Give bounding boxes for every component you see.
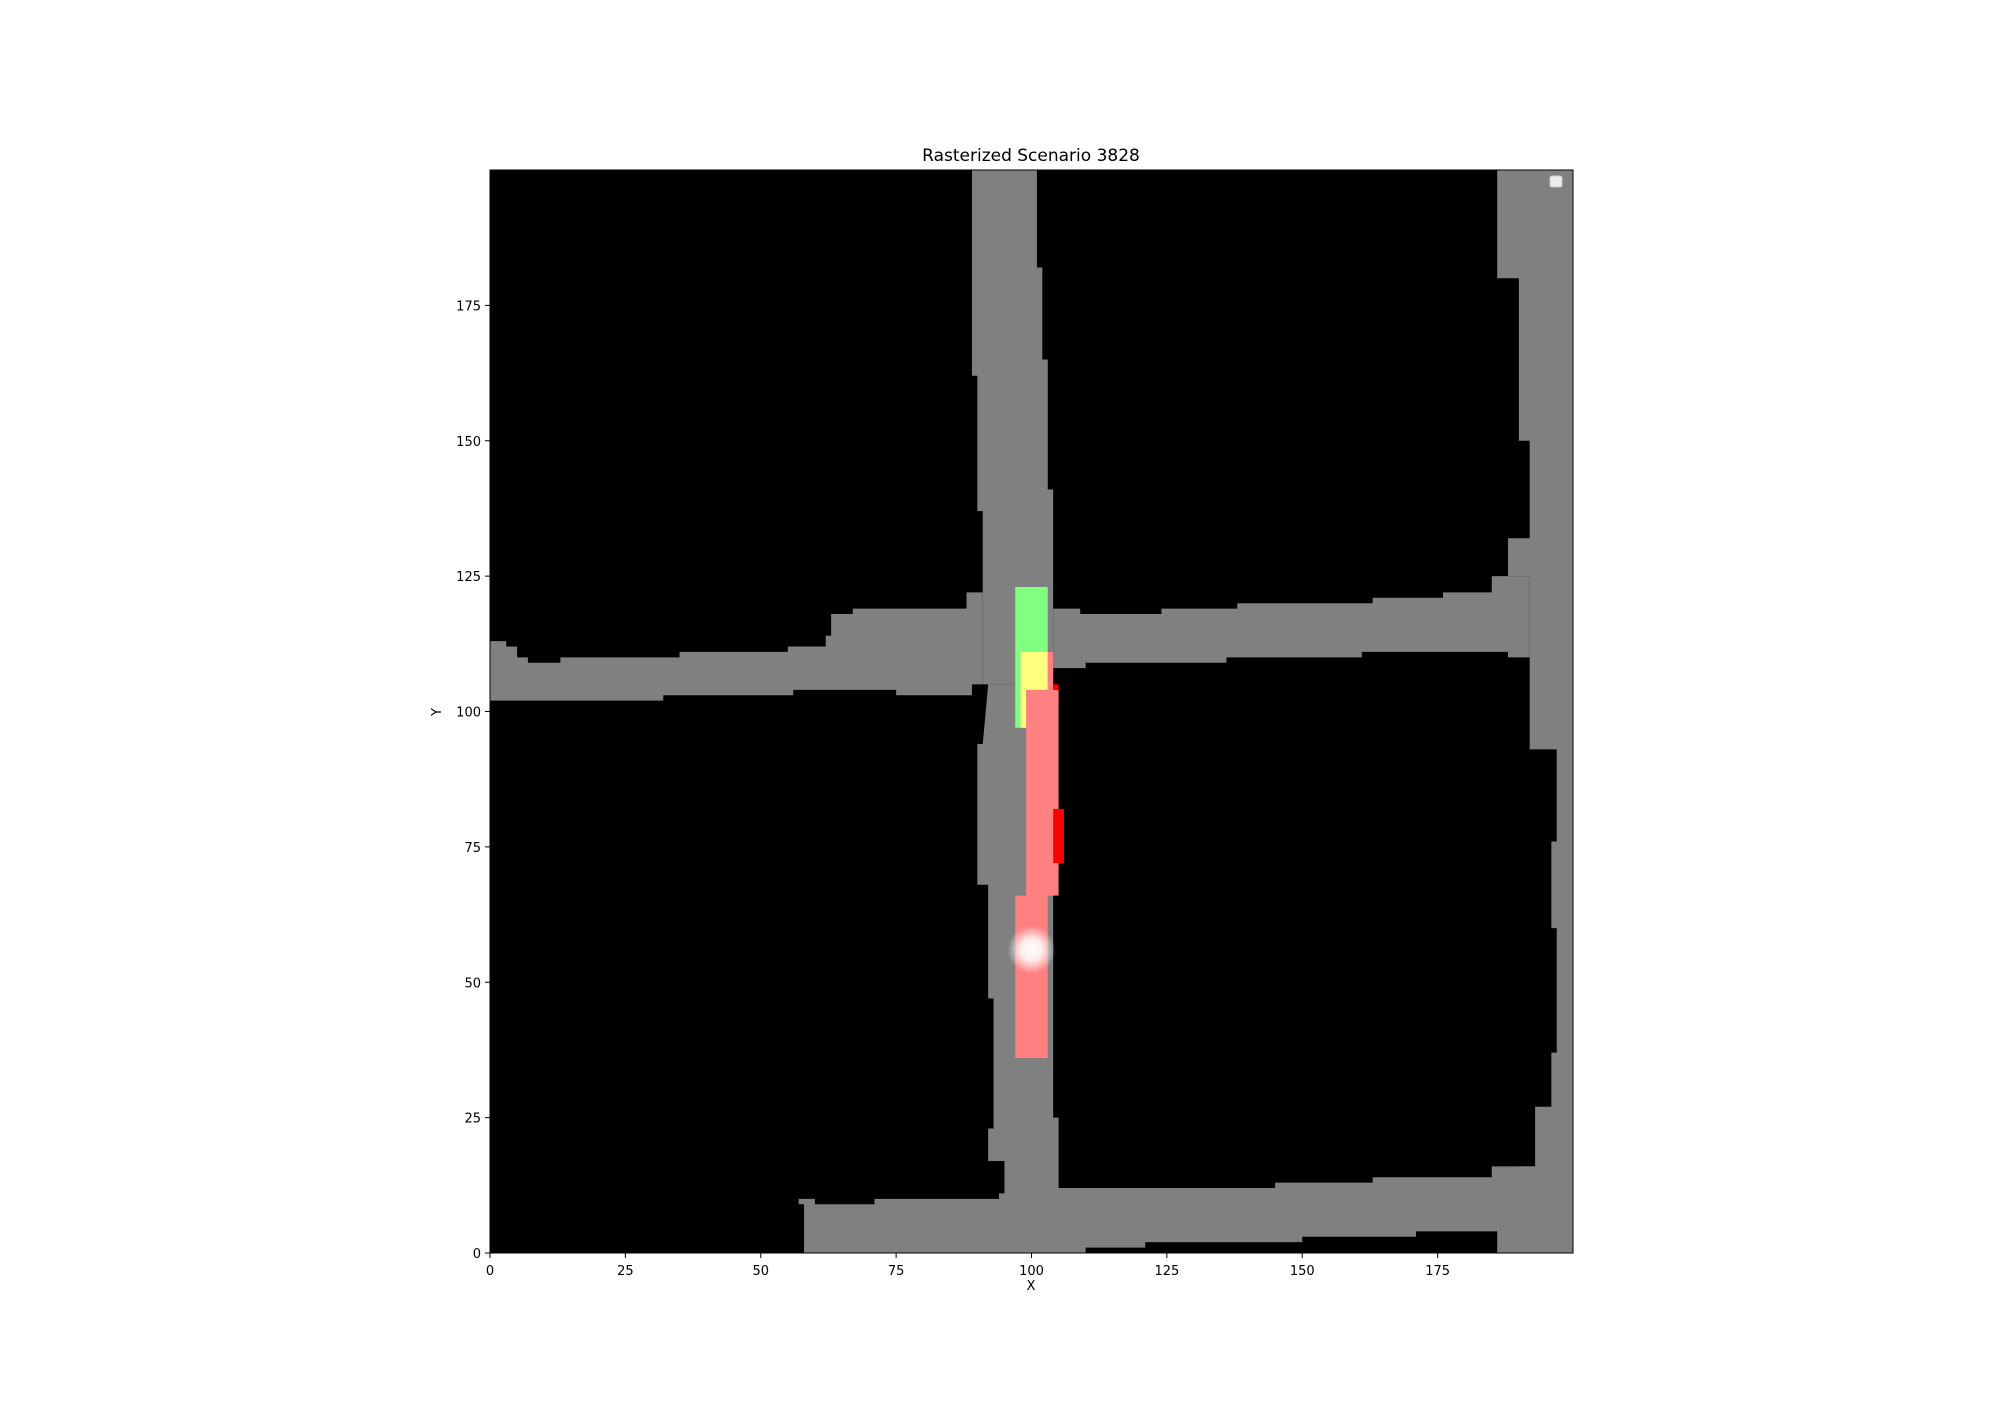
obstacle-marker-1 [1053, 684, 1059, 690]
x-tick-label: 125 [1154, 1264, 1179, 1279]
x-tick-label: 100 [1019, 1264, 1044, 1279]
axes: 0 25 50 75 100 125 150 175 0 25 50 75 100 125 150 175 [456, 299, 1450, 1279]
y-tick-label: 0 [473, 1247, 481, 1262]
y-tick-label: 75 [464, 841, 481, 856]
x-tick-label: 175 [1425, 1264, 1450, 1279]
y-tick-label: 50 [464, 976, 481, 991]
road-south-horizontal [798, 1166, 1573, 1253]
plot-area [490, 170, 1573, 1253]
vehicle-vehicle-3 [1015, 895, 1048, 1059]
road-west-horizontal [490, 592, 983, 701]
y-tick-label: 125 [456, 570, 481, 585]
y-tick-label: 100 [456, 706, 481, 721]
road-north-vertical [971, 170, 1054, 685]
vehicle-vehicle-2 [1026, 689, 1059, 896]
y-tick-label: 25 [464, 1112, 481, 1127]
highlight-point [1007, 925, 1056, 974]
obstacle-marker-0 [1053, 808, 1064, 864]
vehicle-vehicle-1 [1047, 651, 1054, 728]
x-axis-label: X [1027, 1279, 1036, 1294]
x-tick-label: 50 [752, 1264, 769, 1279]
y-axis-label: Y [430, 708, 445, 717]
road-east-vertical [1497, 170, 1573, 1253]
chart-title: Rasterized Scenario 3828 [922, 146, 1140, 166]
y-tick-label: 175 [456, 299, 481, 314]
x-tick-label: 0 [486, 1264, 494, 1279]
x-tick-label: 150 [1290, 1264, 1315, 1279]
y-tick-label: 150 [456, 435, 481, 450]
x-tick-label: 25 [617, 1264, 634, 1279]
x-tick-label: 75 [888, 1264, 905, 1279]
road-east-horizontal [1053, 576, 1530, 669]
legend-box [1549, 175, 1563, 188]
